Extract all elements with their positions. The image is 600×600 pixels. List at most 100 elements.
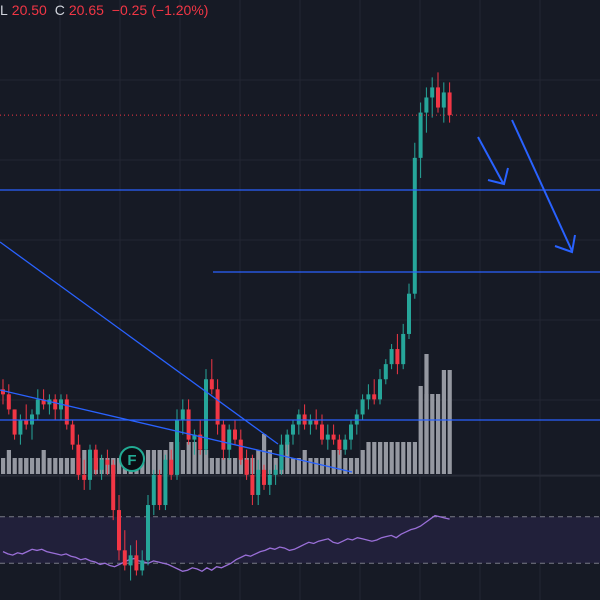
candle-body [128, 555, 133, 566]
candle-body [331, 434, 336, 440]
candle-body [180, 409, 185, 420]
volume-bar [41, 450, 46, 474]
volume-bar [70, 458, 75, 474]
drawings[interactable] [0, 119, 600, 473]
candle-body [244, 459, 249, 475]
trendline-descending-upper [0, 241, 279, 445]
candle-body [6, 394, 11, 410]
volume-bar [209, 458, 214, 474]
candle-body [70, 424, 75, 445]
rsi-pane [0, 475, 600, 573]
volume-bar [267, 450, 272, 474]
volume-bar [24, 458, 29, 474]
candle-body [418, 112, 423, 158]
candle-body [88, 449, 92, 480]
volume-bar [233, 458, 238, 474]
volume-bar [441, 370, 446, 474]
candle-body [325, 434, 330, 440]
candle-body [169, 459, 174, 475]
financials-marker-letter: F [127, 452, 136, 469]
candle-body [12, 409, 17, 435]
candle-body [447, 92, 452, 116]
candle-body [146, 505, 150, 561]
volume-bar [430, 394, 435, 474]
volume-bar [192, 442, 197, 474]
candle-body [349, 424, 353, 440]
volume-bar [296, 458, 301, 474]
arrow-short-head [487, 167, 509, 186]
candle-body [134, 555, 139, 571]
candle-body [430, 87, 435, 98]
candle-body [256, 469, 261, 495]
candle-body [262, 469, 266, 485]
candle-body [105, 459, 110, 465]
volume-bar [238, 458, 243, 474]
candle-body [186, 409, 191, 440]
volume-bar [6, 450, 11, 474]
volume-bar [117, 458, 122, 474]
volume-bar [407, 442, 412, 474]
volume-bar [372, 442, 377, 474]
candle-body [1, 389, 5, 395]
candle-body [383, 364, 388, 380]
candle-body [360, 399, 365, 415]
candle-body [320, 424, 324, 440]
candle-body [250, 474, 255, 495]
volume-bar [320, 458, 325, 474]
volume-bar [151, 450, 156, 474]
candle-body [372, 394, 377, 400]
close-value: 20.65 [68, 2, 104, 18]
volume-bar [366, 442, 371, 474]
volume-bar [30, 458, 35, 474]
volume-bar [157, 450, 162, 474]
volume-bar [262, 434, 267, 474]
volume-bar [378, 442, 383, 474]
volume-bar [12, 458, 17, 474]
volume-bar [418, 386, 423, 474]
volume-bar [291, 458, 296, 474]
change-percent: (−1.20%) [151, 2, 209, 18]
volume-bar [53, 458, 58, 474]
candle-body [24, 419, 29, 425]
volume-bar [18, 458, 23, 474]
candle-body [389, 349, 394, 365]
close-label: C [54, 2, 65, 18]
candle-body [117, 510, 121, 551]
candle-body [337, 439, 342, 450]
volume-bar [436, 394, 441, 474]
rsi-band-fill [0, 516, 600, 564]
volume-bar [343, 458, 348, 474]
candle-body [204, 379, 208, 450]
candle-body [64, 399, 69, 425]
candle-body [82, 474, 87, 480]
volume-bar [146, 450, 151, 474]
candle-body [93, 449, 98, 470]
volume-bar [64, 458, 69, 474]
candle-body [343, 439, 348, 450]
arrow-short-shaft [477, 136, 504, 184]
candle-body [151, 474, 156, 506]
candle-body [227, 429, 232, 450]
candle-body [233, 429, 237, 440]
candle-body [53, 399, 58, 410]
volume-bar [314, 458, 319, 474]
candle-body [111, 464, 116, 511]
volume-bar [180, 450, 185, 474]
candle-body [35, 399, 40, 415]
candle-body [122, 550, 127, 566]
candle-body [18, 419, 23, 435]
volume-bar [285, 442, 290, 474]
candle-body [436, 87, 440, 108]
volume-bar [337, 450, 342, 474]
candle-body [76, 444, 81, 475]
candle-body [221, 424, 226, 450]
candle-body [395, 349, 400, 365]
candle-body [291, 424, 295, 435]
candle-body [175, 419, 179, 475]
volume-bar [227, 458, 232, 474]
financials-marker[interactable]: F [119, 446, 145, 472]
volume-bar [1, 458, 6, 474]
candle-body [140, 560, 145, 571]
low-label: L [0, 2, 8, 18]
